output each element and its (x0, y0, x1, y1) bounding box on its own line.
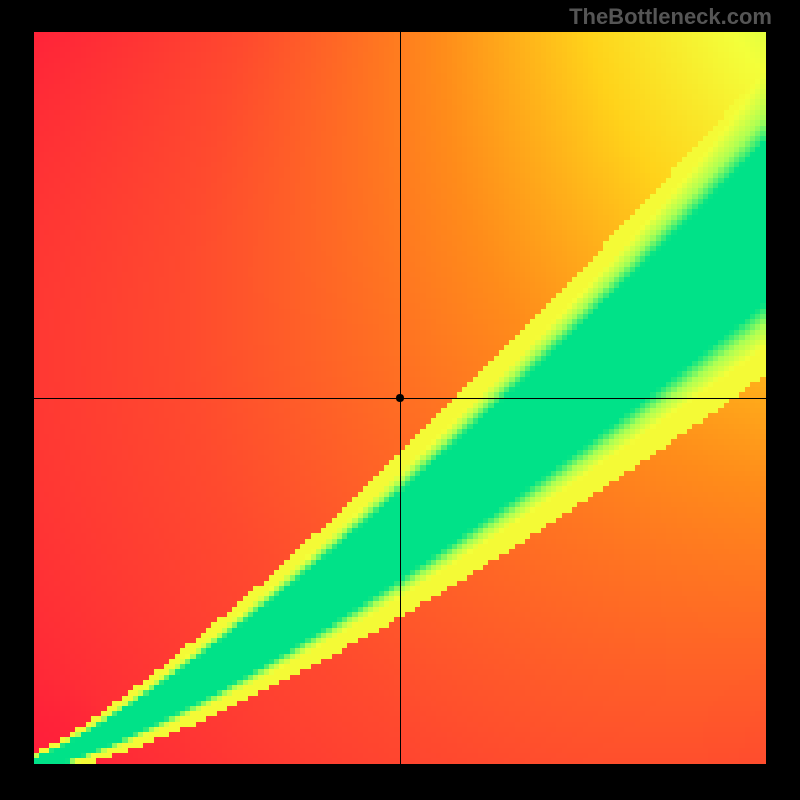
chart-container: TheBottleneck.com (0, 0, 800, 800)
watermark-text: TheBottleneck.com (569, 4, 772, 30)
bottleneck-heatmap (34, 32, 766, 764)
